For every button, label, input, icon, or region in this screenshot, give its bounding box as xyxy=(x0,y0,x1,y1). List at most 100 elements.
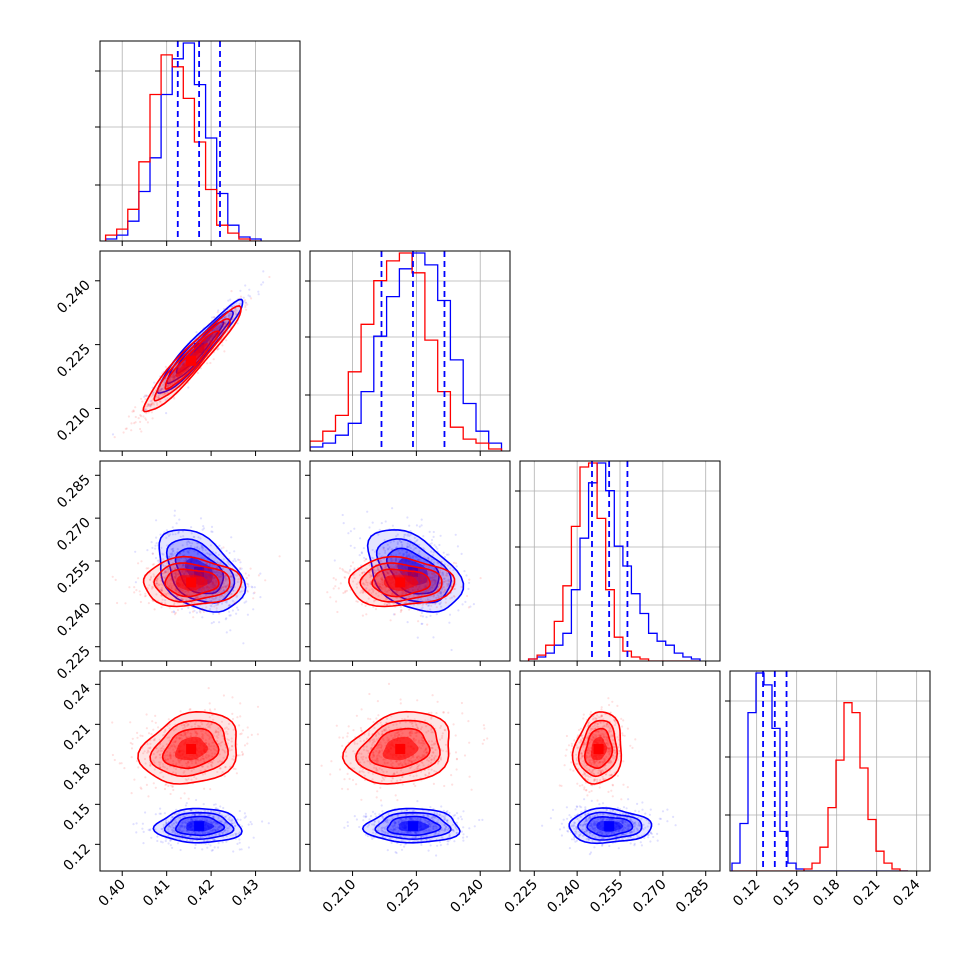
scatter-point xyxy=(450,584,453,587)
scatter-point xyxy=(236,322,239,325)
scatter-point xyxy=(429,608,432,611)
scatter-point xyxy=(247,846,250,849)
scatter-point xyxy=(373,583,376,586)
scatter-point xyxy=(249,820,252,824)
scatter-point xyxy=(431,581,434,584)
scatter-point xyxy=(211,580,214,584)
scatter-point xyxy=(167,534,170,538)
scatter-point xyxy=(216,560,219,563)
scatter-point xyxy=(384,574,387,577)
scatter-point xyxy=(377,533,380,536)
scatter-point xyxy=(163,570,166,573)
scatter-point xyxy=(419,587,422,590)
scatter-point xyxy=(435,613,438,616)
scatter-point xyxy=(146,587,149,590)
scatter-point xyxy=(160,827,163,831)
scatter-point xyxy=(363,559,366,562)
scatter-point xyxy=(208,553,211,556)
scatter-point xyxy=(182,589,185,592)
scatter-point xyxy=(234,560,237,563)
scatter-point xyxy=(214,597,217,600)
scatter-point xyxy=(374,569,377,572)
scatter-point xyxy=(406,555,409,558)
panel-frame xyxy=(309,250,511,452)
scatter-point xyxy=(222,582,225,585)
scatter-point xyxy=(395,571,398,574)
panel-plot-area xyxy=(310,251,510,451)
scatter-point xyxy=(464,600,467,604)
scatter-point xyxy=(246,613,249,616)
scatter-point xyxy=(442,551,445,554)
scatter-point xyxy=(124,602,127,605)
scatter-point xyxy=(193,819,197,822)
scatter-point xyxy=(229,575,232,578)
scatter-point xyxy=(209,361,212,365)
scatter-point xyxy=(212,810,215,813)
scatter-point xyxy=(222,323,225,326)
scatter-point xyxy=(183,825,186,828)
scatter-point xyxy=(210,821,213,825)
scatter-point xyxy=(160,588,163,591)
scatter-point xyxy=(224,578,227,581)
scatter-point xyxy=(187,797,190,800)
scatter-point xyxy=(139,414,142,417)
scatter-point xyxy=(398,539,401,542)
scatter-point xyxy=(445,571,449,574)
scatter-point xyxy=(133,591,136,594)
scatter-point xyxy=(435,545,438,549)
scatter-point xyxy=(432,595,435,598)
scatter-point xyxy=(160,388,163,391)
scatter-point xyxy=(393,592,396,596)
scatter-point xyxy=(408,552,411,556)
scatter-point xyxy=(372,557,375,560)
scatter-point xyxy=(233,550,236,553)
scatter-point xyxy=(245,600,248,603)
scatter-point xyxy=(439,582,442,585)
scatter-point xyxy=(186,573,189,576)
scatter-point xyxy=(387,572,390,575)
scatter-point xyxy=(129,721,132,724)
scatter-point xyxy=(360,589,363,592)
scatter-point xyxy=(374,578,377,581)
scatter-point xyxy=(151,401,154,404)
scatter-point xyxy=(140,415,143,418)
scatter-point xyxy=(262,270,265,273)
scatter-point xyxy=(372,572,375,575)
scatter-point xyxy=(363,583,366,586)
scatter-point xyxy=(217,553,220,556)
histogram-series-0 xyxy=(527,462,701,661)
scatter-point xyxy=(201,616,204,619)
scatter-point xyxy=(238,848,241,851)
scatter-point xyxy=(417,620,420,623)
scatter-point xyxy=(171,382,174,385)
scatter-point xyxy=(194,590,197,593)
scatter-point xyxy=(170,578,173,581)
scatter-point xyxy=(466,594,469,598)
scatter-point xyxy=(186,550,189,553)
scatter-point xyxy=(188,611,191,614)
scatter-point xyxy=(450,596,454,599)
scatter-point xyxy=(392,540,395,543)
scatter-point xyxy=(359,591,362,594)
scatter-point xyxy=(207,814,211,817)
scatter-point xyxy=(151,394,155,397)
scatter-point xyxy=(213,605,216,608)
scatter-point xyxy=(400,541,403,544)
scatter-point xyxy=(380,522,383,525)
scatter-point xyxy=(398,565,401,568)
scatter-point xyxy=(189,572,192,576)
scatter-point xyxy=(257,574,260,577)
scatter-point xyxy=(381,578,384,582)
scatter-point xyxy=(228,315,231,318)
scatter-point xyxy=(211,829,214,832)
scatter-point xyxy=(363,570,366,574)
scatter-point xyxy=(172,553,175,557)
scatter-point xyxy=(222,558,225,561)
scatter-point xyxy=(432,636,435,639)
scatter-point xyxy=(250,585,253,588)
scatter-point xyxy=(448,613,452,616)
scatter-point xyxy=(221,331,224,334)
scatter-point xyxy=(380,586,383,589)
scatter-point xyxy=(214,592,217,595)
scatter-point xyxy=(423,560,426,563)
